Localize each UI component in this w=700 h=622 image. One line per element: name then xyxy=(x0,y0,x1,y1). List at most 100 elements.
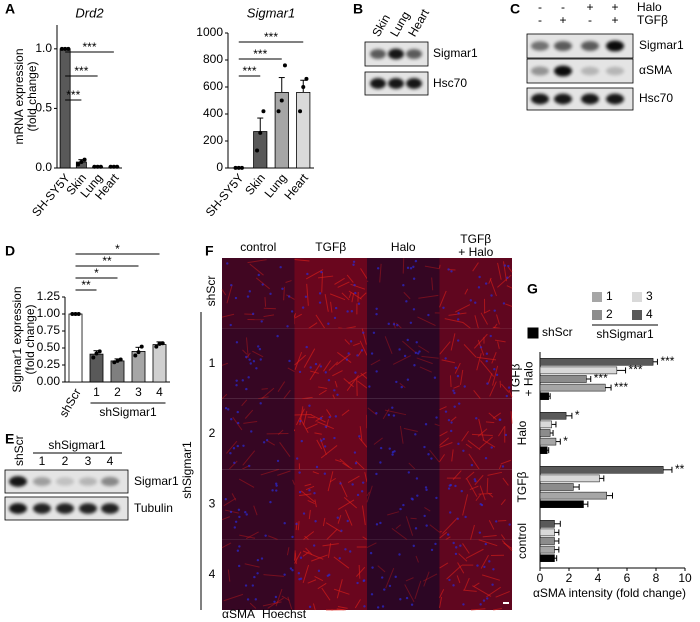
nucleus xyxy=(457,312,460,315)
nucleus xyxy=(405,596,409,600)
bar xyxy=(152,344,167,383)
actin-fiber xyxy=(491,352,497,364)
nucleus xyxy=(295,522,298,526)
nucleus xyxy=(370,593,374,596)
column-label: TGFβ xyxy=(460,232,491,246)
nucleus xyxy=(354,462,358,465)
nucleus xyxy=(309,366,312,369)
actin-fiber xyxy=(347,475,360,484)
nucleus xyxy=(250,430,253,433)
actin-fiber xyxy=(423,571,430,587)
nucleus xyxy=(381,605,385,608)
actin-fiber xyxy=(294,550,296,561)
nucleus xyxy=(372,331,376,334)
data-point xyxy=(255,148,260,153)
panel-letter: E xyxy=(5,431,14,447)
stain-legend: αSMA xyxy=(222,607,255,621)
legend-label: 1 xyxy=(606,289,613,303)
data-point xyxy=(111,164,116,169)
actin-fiber xyxy=(461,430,469,442)
nucleus xyxy=(383,588,386,591)
nucleus xyxy=(493,368,496,371)
nucleus xyxy=(406,338,409,342)
nucleus xyxy=(318,301,322,304)
nucleus xyxy=(352,260,356,264)
actin-fiber xyxy=(417,345,430,353)
actin-fiber xyxy=(373,437,383,445)
actin-fiber xyxy=(505,303,513,307)
group-label: shSigmar1 xyxy=(99,405,157,419)
nucleus xyxy=(456,517,460,520)
nucleus xyxy=(412,544,415,548)
nucleus xyxy=(298,370,302,374)
actin-fiber xyxy=(339,458,350,468)
actin-fiber xyxy=(395,524,402,530)
nucleus xyxy=(227,408,230,411)
significance-label: ** xyxy=(675,462,685,476)
nucleus xyxy=(473,478,476,481)
nucleus xyxy=(506,276,509,279)
condition-sign: + xyxy=(611,0,618,14)
nucleus xyxy=(260,320,263,323)
nucleus xyxy=(323,445,327,448)
actin-fiber xyxy=(348,371,367,384)
actin-fiber xyxy=(337,605,348,609)
blot-band xyxy=(388,78,404,89)
actin-fiber xyxy=(329,293,346,301)
actin-fiber xyxy=(489,381,497,397)
x-tick-label: Heart xyxy=(281,170,311,202)
actin-fiber xyxy=(446,564,463,580)
nucleus xyxy=(336,516,339,519)
micrograph-tile xyxy=(367,398,440,470)
actin-fiber xyxy=(302,531,315,540)
y-tick-label: 0.00 xyxy=(37,374,61,388)
actin-fiber xyxy=(465,471,475,480)
nucleus xyxy=(363,605,366,608)
actin-fiber xyxy=(408,462,416,470)
nucleus xyxy=(319,417,323,420)
nucleus xyxy=(323,472,327,475)
blot-band xyxy=(606,93,624,105)
actin-fiber xyxy=(468,453,480,470)
actin-fiber xyxy=(417,316,436,327)
nucleus xyxy=(275,482,278,485)
nucleus xyxy=(430,548,434,552)
nucleus xyxy=(248,464,251,468)
nucleus xyxy=(409,267,413,270)
legend-swatch xyxy=(632,310,642,320)
nucleus xyxy=(237,508,241,511)
actin-fiber xyxy=(294,258,310,262)
actin-fiber xyxy=(482,439,496,448)
actin-fiber xyxy=(341,409,350,416)
actin-fiber xyxy=(317,421,334,430)
data-point xyxy=(91,355,96,360)
actin-fiber xyxy=(434,423,440,427)
band-label: αSMA xyxy=(639,63,672,77)
nucleus xyxy=(456,374,460,378)
nucleus xyxy=(459,544,462,547)
actin-fiber xyxy=(462,494,469,516)
actin-fiber xyxy=(479,485,486,501)
nucleus xyxy=(435,496,438,500)
actin-fiber xyxy=(382,408,390,420)
nucleus xyxy=(244,511,247,514)
actin-fiber xyxy=(488,277,492,284)
nucleus xyxy=(314,520,317,523)
nucleus xyxy=(450,421,453,424)
column-label: + Halo xyxy=(458,245,493,259)
nucleus xyxy=(336,393,339,396)
legend-label: 3 xyxy=(646,289,653,303)
actin-fiber xyxy=(318,386,328,389)
nucleus xyxy=(486,597,489,600)
actin-fiber xyxy=(263,314,275,318)
x-tick-label: 4 xyxy=(595,571,602,585)
blot-band xyxy=(531,41,549,51)
nucleus xyxy=(322,437,325,441)
blot-band xyxy=(554,41,572,51)
actin-fiber xyxy=(267,535,279,541)
blot-band xyxy=(531,93,549,105)
legend-label: 2 xyxy=(606,307,613,321)
actin-fiber xyxy=(334,380,338,388)
nucleus xyxy=(232,447,236,450)
nucleus xyxy=(375,523,379,526)
